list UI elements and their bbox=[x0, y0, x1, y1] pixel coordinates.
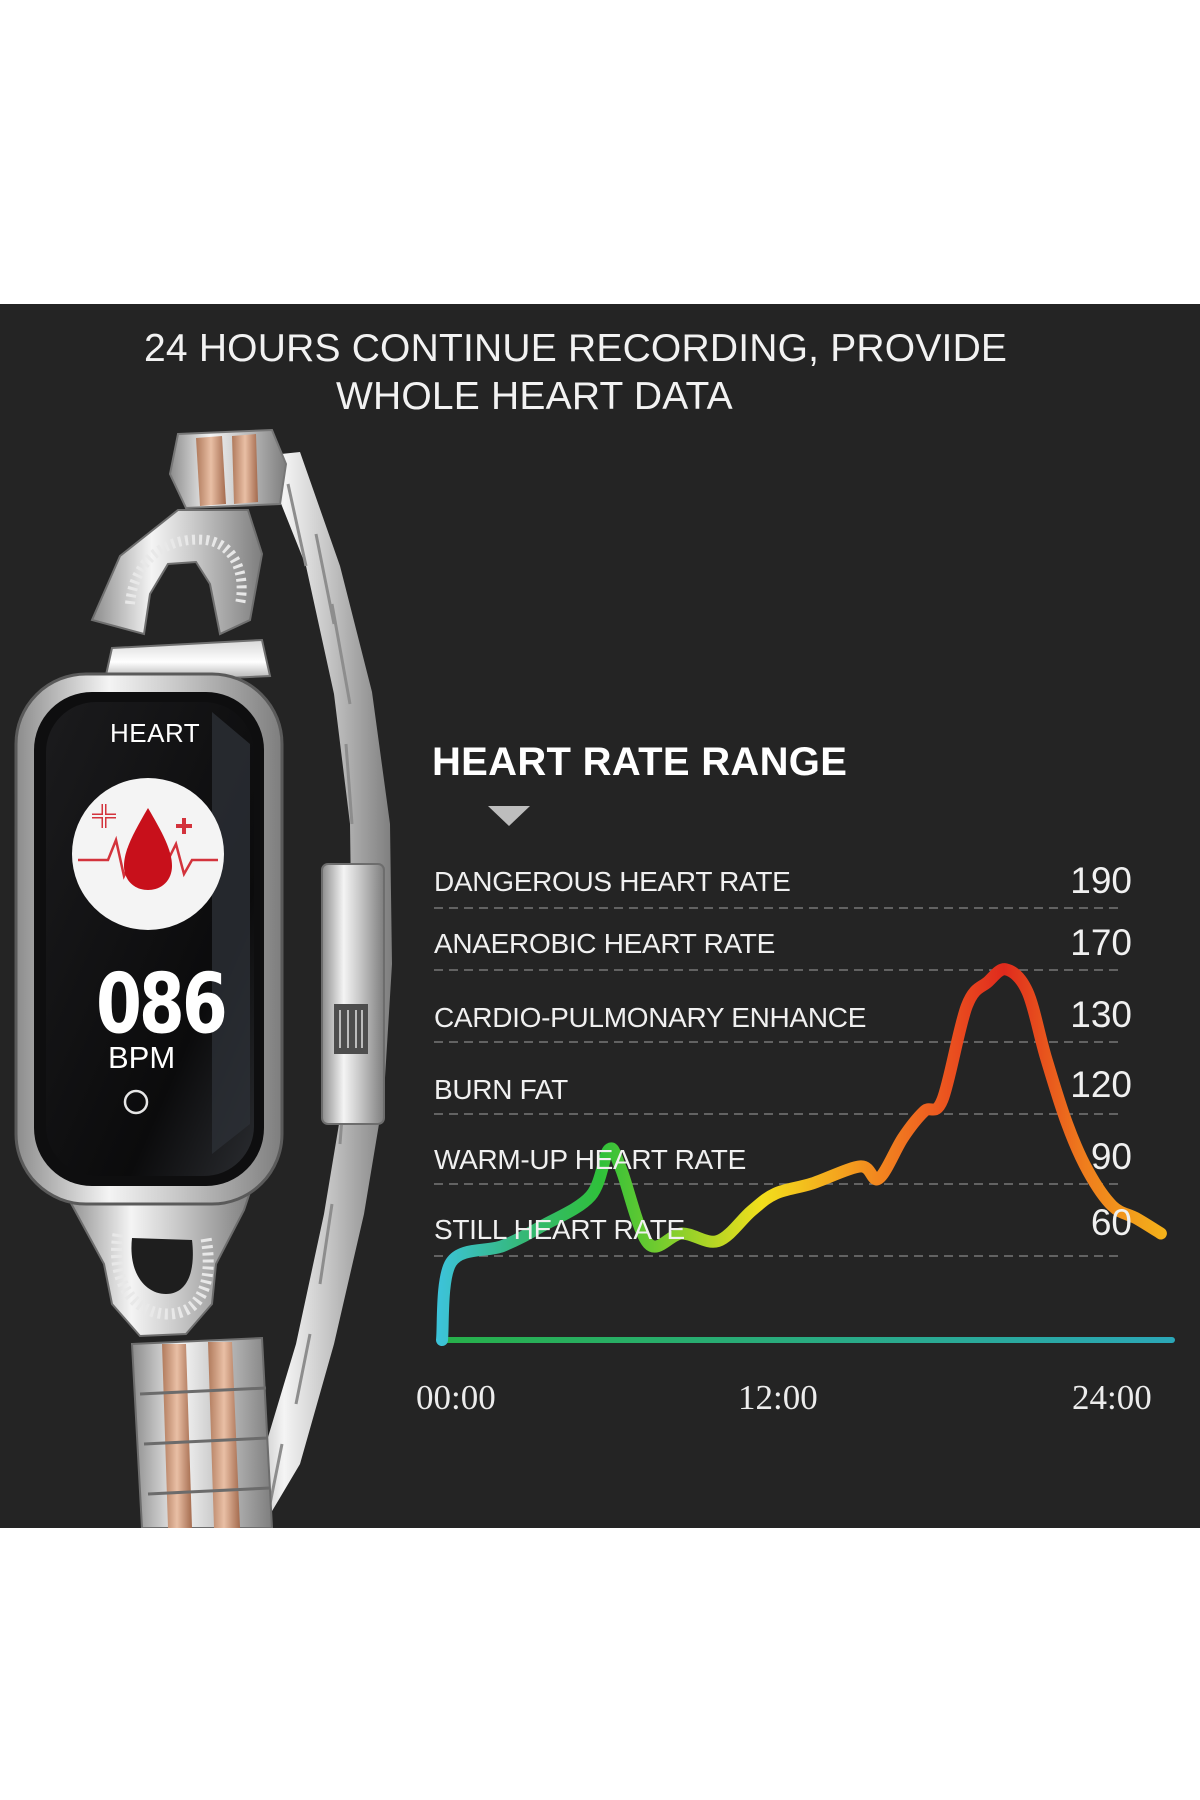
watch-bpm-value: 086 bbox=[96, 956, 228, 1053]
zone-value-burn-fat: 120 bbox=[1070, 1064, 1132, 1105]
zone-label-still: STILL HEART RATE bbox=[434, 1214, 685, 1245]
zone-value-still: 60 bbox=[1090, 1202, 1132, 1243]
headline-line-2: WHOLE HEART DATA bbox=[336, 375, 733, 418]
product-panel: 24 HOURS CONTINUE RECORDING, PROVIDE WHO… bbox=[0, 304, 1200, 1528]
bracelet-side-band bbox=[226, 452, 392, 1528]
bracelet-lower-band bbox=[64, 1184, 274, 1528]
zone-label-burn-fat: BURN FAT bbox=[434, 1074, 568, 1105]
watch-home-button[interactable] bbox=[123, 1089, 149, 1115]
x-tick-label: 12:00 bbox=[738, 1378, 818, 1417]
x-tick-label: 24:00 bbox=[1072, 1378, 1152, 1417]
headline-line-1: 24 HOURS CONTINUE RECORDING, PROVIDE bbox=[144, 327, 1008, 370]
bracelet-upper-band bbox=[90, 428, 288, 686]
chevron-down-icon bbox=[488, 806, 530, 826]
zone-label-cardio: CARDIO-PULMONARY ENHANCE bbox=[434, 1002, 867, 1033]
watch-bpm-unit: BPM bbox=[108, 1040, 176, 1075]
zone-value-warm-up: 90 bbox=[1090, 1136, 1132, 1177]
watch-illustration bbox=[14, 428, 392, 1528]
heart-rate-chart bbox=[14, 428, 1175, 1528]
zone-value-dangerous: 190 bbox=[1070, 860, 1132, 901]
chart-title: HEART RATE RANGE bbox=[432, 740, 848, 784]
zone-label-anaerobic: ANAEROBIC HEART RATE bbox=[434, 928, 775, 959]
zone-label-warm-up: WARM-UP HEART RATE bbox=[434, 1144, 746, 1175]
watch-heart-label: HEART bbox=[110, 718, 201, 748]
zone-label-dangerous: DANGEROUS HEART RATE bbox=[434, 866, 791, 897]
zone-value-anaerobic: 170 bbox=[1070, 922, 1132, 963]
x-tick-label: 00:00 bbox=[416, 1378, 496, 1417]
blood-drop-heartbeat-icon bbox=[72, 778, 224, 930]
zone-value-cardio: 130 bbox=[1070, 994, 1132, 1035]
heart-rate-series-line bbox=[436, 963, 1167, 1346]
